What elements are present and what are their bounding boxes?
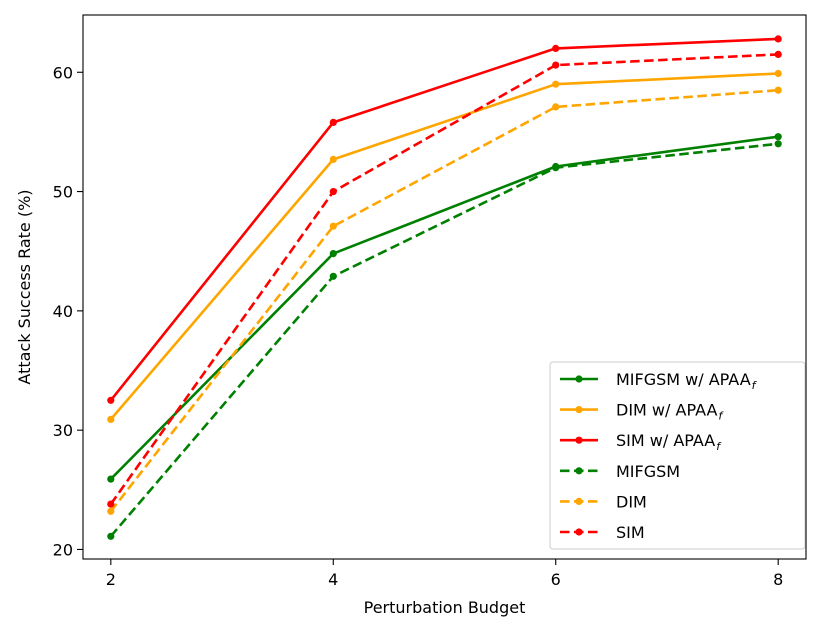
data-point-4-3 — [774, 86, 782, 94]
y-tick-label: 20 — [53, 540, 73, 559]
series-line-2 — [109, 37, 779, 402]
y-tick-label: 60 — [53, 63, 73, 82]
data-point-2-0 — [107, 396, 115, 404]
legend-label-5: SIM — [616, 523, 645, 542]
data-point-4-1 — [329, 222, 337, 230]
series-line-1 — [109, 72, 779, 421]
legend-label-3: MIFGSM — [616, 462, 680, 481]
data-point-2-2 — [552, 44, 560, 53]
data-point-5-2 — [552, 61, 560, 69]
legend-marker-1 — [575, 406, 583, 414]
data-point-4-2 — [552, 103, 560, 111]
series-line-3 — [109, 142, 779, 538]
y-tick-label: 40 — [53, 302, 73, 321]
x-tick-label: 4 — [328, 570, 338, 589]
data-point-3-3 — [774, 140, 782, 148]
legend: MIFGSM w/ APAAf DIM w/ APAAf SIM w/ APAAf M… — [549, 361, 806, 550]
data-point-4-0 — [107, 507, 115, 515]
x-tick-label: 2 — [106, 570, 116, 589]
data-point-3-1 — [329, 272, 337, 280]
y-axis-label: Attack Success Rate (%) — [15, 189, 34, 384]
data-point-1-2 — [552, 80, 560, 88]
legend-box — [549, 361, 806, 550]
series-line-5 — [109, 53, 779, 505]
legend-label-4: DIM — [616, 492, 647, 511]
data-point-0-1 — [329, 250, 337, 258]
data-point-3-0 — [107, 532, 115, 540]
series-line-0 — [109, 135, 779, 481]
x-tick-label: 6 — [551, 570, 561, 589]
y-tick-label: 50 — [53, 183, 73, 202]
legend-marker-2 — [575, 436, 583, 444]
x-tick-label: 8 — [773, 570, 783, 589]
data-point-1-0 — [107, 415, 115, 423]
legend-marker-0 — [575, 375, 583, 383]
legend-marker-3 — [575, 467, 583, 475]
y-tick-label: 30 — [53, 421, 73, 440]
legend-label-1: DIM w/ APAAf — [616, 401, 724, 423]
data-point-1-3 — [774, 69, 782, 78]
data-point-2-1 — [329, 118, 337, 126]
data-point-5-0 — [107, 500, 115, 508]
legend-label-2: SIM w/ APAAf — [616, 431, 722, 453]
data-point-5-3 — [774, 50, 782, 59]
plot-frame — [82, 14, 807, 560]
legend-marker-5 — [575, 528, 583, 536]
data-point-3-2 — [552, 164, 560, 172]
legend-marker-4 — [575, 497, 583, 505]
data-point-0-3 — [774, 133, 782, 141]
data-point-0-0 — [107, 475, 115, 483]
x-axis-label: Perturbation Budget — [364, 598, 526, 617]
data-point-5-1 — [329, 188, 337, 196]
data-point-2-3 — [774, 35, 782, 43]
legend-label-0: MIFGSM w/ APAAf — [616, 370, 758, 392]
data-point-1-1 — [329, 155, 337, 163]
